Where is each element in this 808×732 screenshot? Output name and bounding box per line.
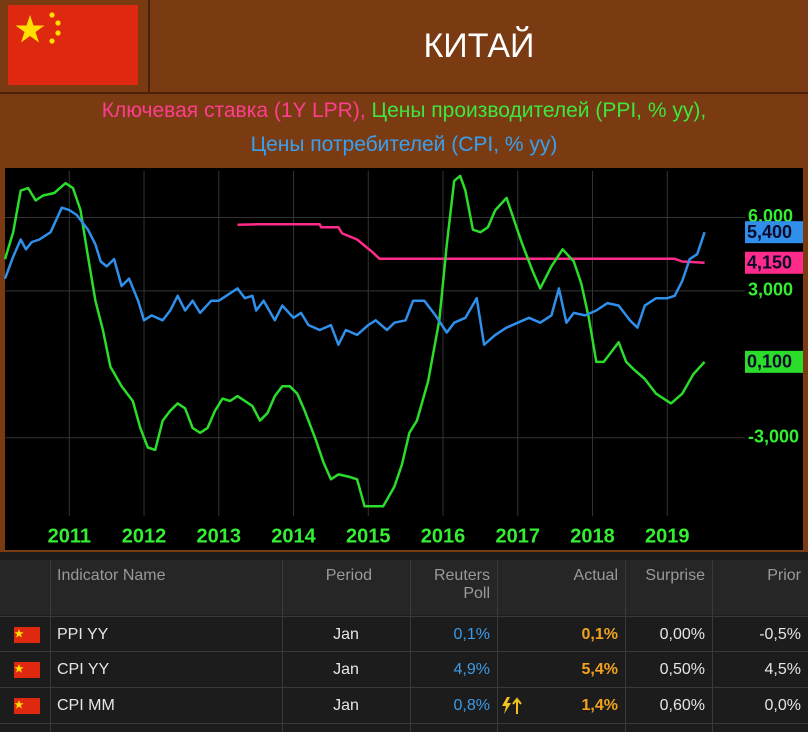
row-divider — [0, 723, 808, 724]
column-header: Surprise — [625, 560, 712, 615]
row-divider — [0, 616, 808, 617]
column-divider — [712, 560, 713, 732]
x-tick-label: 2012 — [122, 525, 167, 547]
legend: Ключевая ставка (1Y LPR), Цены производи… — [0, 94, 808, 166]
column-divider — [50, 560, 51, 732]
table-cell: 0,0% — [764, 697, 801, 714]
table-cell: 4,9% — [453, 661, 490, 678]
column-header: Indicator Name — [50, 560, 282, 615]
page-title: КИТАЙ — [423, 27, 535, 65]
column-divider — [497, 560, 498, 732]
legend-entry: Цены производителей (PPI, % yy), — [371, 99, 707, 122]
header: КИТАЙ — [0, 0, 808, 94]
column-divider — [282, 560, 283, 732]
y-tick-label: -3,000 — [748, 426, 799, 446]
column-divider — [625, 560, 626, 732]
table-cell: 0,50% — [659, 661, 705, 678]
x-tick-label: 2015 — [346, 525, 391, 547]
x-tick-label: 2019 — [645, 525, 690, 547]
flag-box — [0, 0, 150, 92]
table-cell: 0,60% — [659, 697, 705, 714]
series-line — [3, 174, 706, 508]
row-divider — [0, 687, 808, 688]
x-tick-label: 2011 — [48, 525, 91, 547]
alert-icon — [502, 697, 522, 714]
flag — [8, 5, 138, 85]
value-label: 0,100 — [747, 352, 792, 372]
table-cell: 1,4% — [581, 697, 618, 714]
row-divider — [0, 651, 808, 652]
column-divider — [410, 560, 411, 732]
x-tick-label: 2016 — [421, 525, 466, 547]
x-tick-label: 2013 — [197, 525, 242, 547]
plot-background — [5, 168, 803, 550]
y-tick-label: 3,000 — [748, 280, 793, 300]
table-cell: CPI MM — [57, 697, 115, 714]
column-header: Reuters Poll — [410, 560, 497, 615]
row-flag — [14, 662, 40, 678]
legend-entry: Цены потребителей (CPI, % yy) — [250, 133, 558, 156]
table-cell: 0,1% — [581, 626, 618, 643]
table-cell: 4,5% — [764, 661, 801, 678]
column-header: Actual — [497, 560, 625, 615]
table-cell: -0,5% — [759, 626, 801, 643]
table-cell: Jan — [333, 661, 359, 678]
series-line — [237, 223, 705, 265]
table-cell: 0,1% — [453, 626, 490, 643]
table-cell: Jan — [333, 697, 359, 714]
x-tick-label: 2018 — [570, 525, 615, 547]
x-tick-label: 2014 — [271, 525, 316, 547]
value-tag — [745, 221, 803, 244]
indicator-table: Indicator Name Period Reuters Poll Actual Su… — [0, 552, 808, 732]
value-tag — [745, 251, 803, 274]
table-cell: PPI YY — [57, 626, 109, 643]
table-cell: 5,4% — [581, 661, 618, 678]
row-flag — [14, 627, 40, 643]
value-label: 5,400 — [747, 222, 792, 242]
value-label: 4,150 — [747, 253, 792, 273]
table-cell: Jan — [333, 626, 359, 643]
column-header: Prior — [712, 560, 808, 615]
series-line — [3, 206, 706, 346]
table-cell: 0,00% — [659, 626, 705, 643]
value-tag — [745, 350, 803, 373]
table-cell: CPI YY — [57, 661, 110, 678]
column-header: Period — [282, 560, 410, 615]
row-flag — [14, 698, 40, 714]
table-cell: 0,8% — [453, 697, 490, 714]
legend-entry: Ключевая ставка (1Y LPR), — [101, 99, 366, 122]
chart: 2011 2012 2013 2014 2015 2016 2017 2018 20196,00… — [3, 168, 803, 550]
x-tick-label: 2017 — [496, 525, 541, 547]
